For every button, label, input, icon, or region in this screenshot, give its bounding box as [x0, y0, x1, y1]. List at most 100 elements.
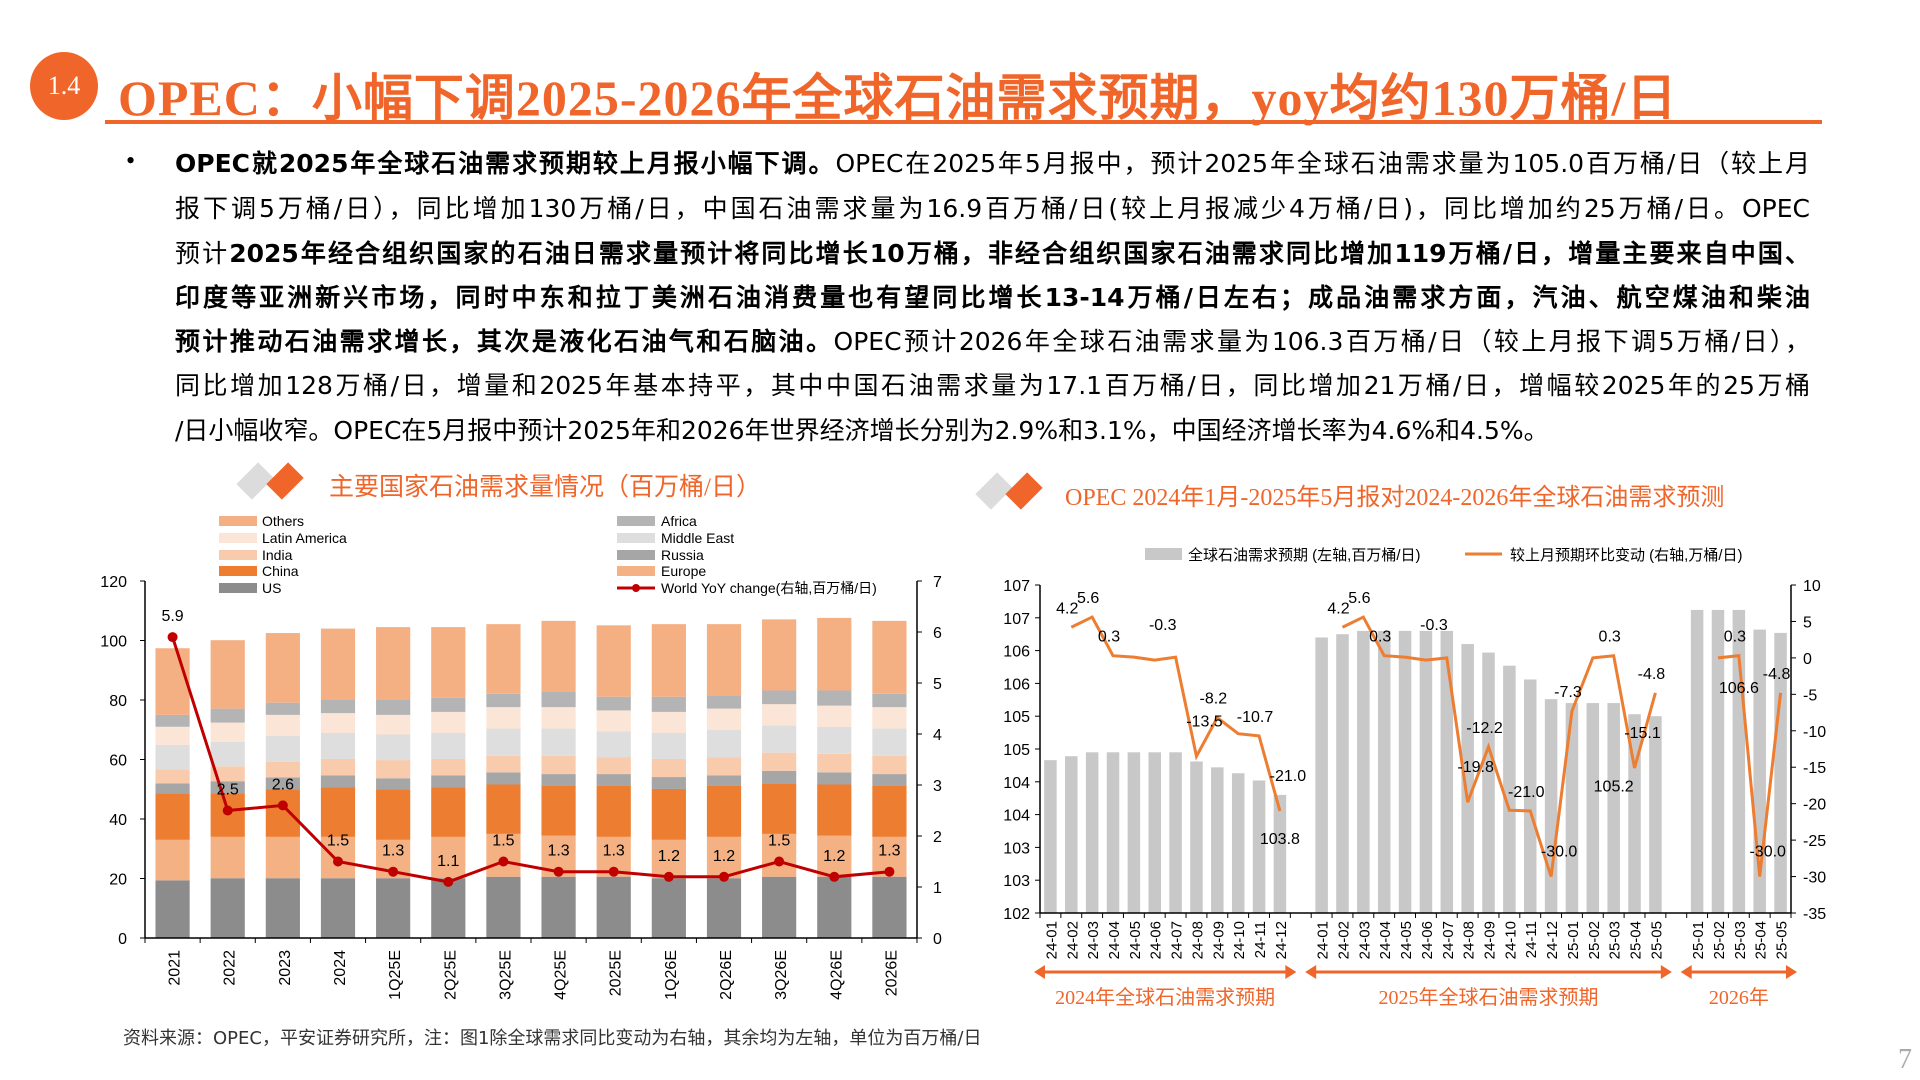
bold-text: 预计推动石油需求增长，其次是液化石油气和石脑油。 — [175, 327, 834, 356]
y-tick-label: 104 — [1003, 775, 1030, 792]
yoy-data-label: 1.5 — [492, 833, 514, 850]
bar-segment-latin-america — [320, 713, 356, 734]
legend-label: World YoY change(右轴,百万桶/日) — [661, 580, 877, 596]
x-tick-label: 25-02 — [1586, 921, 1603, 959]
paragraph-line: 报下调5万桶/日），同比增加130万桶/日，中国石油需求量为16.9百万桶/日(… — [175, 191, 1810, 227]
bar-segment-africa — [265, 702, 300, 715]
line-data-label: 5.6 — [1348, 590, 1370, 607]
arrow-head-left — [1034, 965, 1045, 979]
bar-segment-latin-america — [155, 726, 190, 745]
x-tick-label: 2024 — [332, 950, 349, 986]
line-data-label: -21.0 — [1508, 784, 1545, 801]
forecast-bar — [1523, 679, 1537, 913]
bar-segment-us — [762, 876, 797, 938]
bar-segment-russia — [541, 774, 576, 786]
forecast-bar — [1607, 703, 1620, 913]
x-tick-label: 25-05 — [1648, 921, 1665, 959]
y-tick-label: 80 — [109, 693, 127, 710]
bar-data-label: 103.8 — [1260, 831, 1300, 848]
bar-segment-russia — [596, 774, 631, 786]
x-tick-label: 25-04 — [1628, 921, 1645, 959]
bar-segment-europe — [486, 833, 521, 877]
bar-segment-india — [706, 757, 742, 776]
line-data-label: 0.3 — [1599, 629, 1621, 646]
x-tick-label: 2025E — [608, 950, 625, 996]
diamond-icon — [1005, 472, 1043, 510]
y2-tick-label: 10 — [1803, 578, 1821, 595]
line-data-label: 0.3 — [1098, 629, 1120, 646]
legend-label: Europe — [661, 563, 706, 579]
x-tick-label: 2Q26E — [718, 950, 735, 1000]
bar-segment-africa — [320, 699, 356, 714]
text: /日小幅收窄。OPEC在5月报中预计2025年和2026年世界经济增长分别为2.… — [175, 416, 1549, 445]
forecast-bar — [1044, 760, 1057, 913]
text: OPEC预计2026年全球石油需求量为106.3百万桶/日（较上月报下调5万桶/… — [833, 327, 1810, 356]
yoy-point — [553, 866, 564, 877]
bar-segment-russia — [651, 777, 686, 789]
yoy-point — [333, 856, 343, 867]
forecast-bar — [1565, 703, 1579, 913]
bar-segment-india — [596, 757, 631, 775]
legend-swatch — [219, 550, 257, 560]
x-tick-label: 24-01 — [1315, 921, 1332, 959]
paragraph-line: 印度等亚洲新兴市场，同时中东和拉丁美洲石油消费量也有望同比增长13-14万桶/日… — [175, 280, 1810, 316]
bar-segment-others — [210, 640, 245, 709]
paragraph-line: /日小幅收窄。OPEC在5月报中预计2025年和2026年世界经济增长分别为2.… — [175, 413, 1810, 449]
x-tick-label: 1Q26E — [663, 950, 680, 1000]
stacked-bar-chart: 2021 2022 2023 2024 1Q25E 2Q25E 3Q25E 4Q25E 2025… — [100, 513, 942, 1000]
bar-segment-india — [762, 752, 797, 771]
line-data-label: -30.0 — [1749, 844, 1786, 861]
bar-segment-africa — [376, 699, 411, 715]
line-data-label: -0.3 — [1149, 617, 1177, 634]
legend-label: Africa — [661, 513, 697, 529]
y-tick-label: 107 — [1003, 611, 1030, 628]
y-tick-label: 102 — [1003, 906, 1030, 923]
bar-segment-europe — [431, 836, 466, 879]
bar-segment-latin-america — [817, 705, 852, 727]
yoy-data-label: 2.5 — [217, 782, 239, 799]
bar-segment-us — [265, 878, 300, 938]
bar-segment-china — [320, 787, 356, 837]
bar-segment-russia — [817, 772, 852, 785]
line-data-label: -10.7 — [1237, 709, 1274, 726]
yoy-data-label: 1.1 — [437, 853, 459, 870]
bar-segment-china — [651, 788, 686, 840]
bar-segment-latin-america — [541, 707, 576, 729]
bar-segment-india — [541, 755, 576, 775]
text: OPEC在2025年5月报中，预计2025年全球石油需求量为105.0百万桶/日… — [835, 149, 1810, 178]
section-number: 1.4 — [47, 71, 81, 100]
x-tick-label: 24-03 — [1085, 921, 1102, 959]
y2-tick-label: -25 — [1803, 833, 1826, 850]
forecast-bar — [1085, 752, 1099, 913]
bar-segment-china — [596, 785, 631, 837]
bold-text: 2025年经合组织国家的石油日需求量预计将同比增长10万桶，非经合组织国家石油需… — [229, 239, 1810, 268]
y2-tick-label: 1 — [933, 880, 942, 897]
paragraph-line: 预计推动石油需求增长，其次是液化石油气和石脑油。OPEC预计2026年全球石油需… — [175, 324, 1810, 360]
section-number-badge: 1.4 — [30, 52, 98, 120]
x-tick-label: 2022 — [222, 950, 239, 986]
bar-segment-middle-east — [596, 731, 631, 758]
chart-title-left: 主要国家石油需求量情况（百万桶/日） — [329, 474, 761, 501]
bar-segment-africa — [155, 714, 190, 727]
x-tick-label: 25-04 — [1753, 921, 1770, 959]
forecast-bar — [1461, 644, 1474, 913]
bar-segment-latin-america — [762, 704, 797, 726]
yoy-data-label: 1.2 — [658, 848, 680, 865]
bar-segment-europe — [762, 833, 797, 877]
x-tick-label: 24-05 — [1127, 921, 1144, 959]
line-data-label: 5.6 — [1077, 590, 1099, 607]
legend-label: Middle East — [661, 530, 734, 546]
x-tick-label: 1Q25E — [387, 950, 404, 1000]
x-tick-label: 24-06 — [1148, 921, 1165, 959]
arrow-head-right — [1285, 965, 1297, 979]
legend-swatch — [617, 533, 655, 543]
x-tick-label: 24-07 — [1440, 921, 1457, 959]
bar-segment-russia — [762, 770, 797, 784]
bar-segment-africa — [596, 696, 631, 711]
yoy-data-label: 1.5 — [768, 833, 790, 850]
y2-tick-label: 4 — [933, 727, 942, 744]
forecast-bar — [1419, 630, 1433, 913]
text: 报下调5万桶/日），同比增加130万桶/日，中国石油需求量为16.9百万桶/日(… — [175, 194, 1810, 223]
yoy-point — [498, 856, 509, 867]
bar-segment-middle-east — [486, 728, 521, 756]
